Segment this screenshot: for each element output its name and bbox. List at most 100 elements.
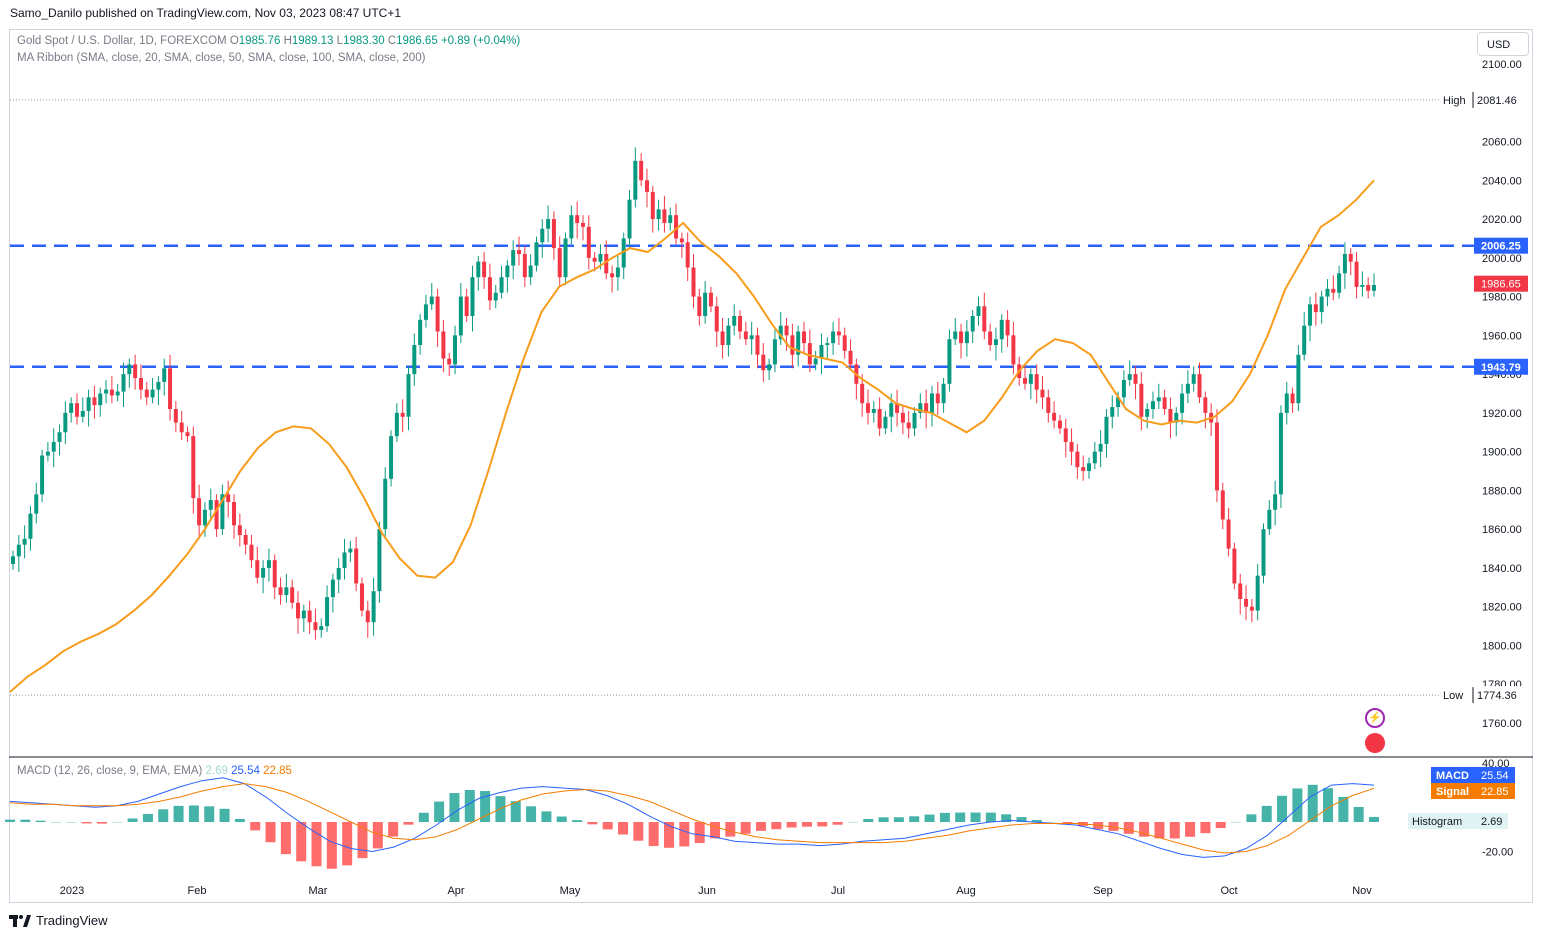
- candle-body: [435, 296, 440, 332]
- candle-body: [377, 529, 382, 592]
- macd-histogram-bar: [142, 813, 153, 822]
- candle-body: [406, 374, 411, 417]
- candle-body: [1267, 509, 1272, 530]
- candle-body: [703, 292, 708, 316]
- candle-body: [1057, 420, 1062, 429]
- candle-body: [644, 180, 649, 192]
- candle-body: [569, 215, 574, 239]
- price-axis-tick: 2040.00: [1482, 175, 1522, 187]
- open-value: 1985.76: [238, 35, 281, 47]
- macd-histogram-bar: [1062, 822, 1073, 824]
- symbol-title: Gold Spot / U.S. Dollar, 1D, FOREXCOM: [17, 35, 227, 47]
- level-price-label: 1943.79: [1481, 362, 1521, 374]
- high-tag-label: High: [1443, 95, 1466, 107]
- candle-body: [1273, 494, 1278, 510]
- candle-body: [447, 358, 452, 365]
- price-axis-tick: 1880.00: [1482, 485, 1522, 497]
- candle-body: [947, 339, 952, 384]
- candle-body: [860, 383, 865, 404]
- candle-body: [563, 238, 568, 278]
- tradingview-logo[interactable]: TradingView: [9, 913, 108, 928]
- candle-body: [918, 403, 923, 413]
- candle-body: [970, 315, 975, 332]
- low-tag-value: 1774.36: [1477, 690, 1517, 702]
- time-axis-label: 2023: [60, 885, 84, 897]
- macd-histogram-bar: [924, 814, 935, 822]
- candle-body: [1098, 443, 1103, 452]
- candle-body: [895, 403, 900, 413]
- macd-histogram-bar: [96, 822, 107, 824]
- candle-body: [1110, 407, 1115, 417]
- candle-body: [1034, 374, 1039, 390]
- macd-histogram-bar: [664, 822, 675, 848]
- candle-body: [633, 160, 638, 200]
- candle-body: [57, 432, 62, 442]
- candle-body: [1069, 441, 1074, 452]
- price-axis-tick: 1960.00: [1482, 330, 1522, 342]
- macd-histogram-bar: [893, 817, 904, 822]
- macd-histogram-bar: [526, 806, 537, 822]
- candle-body: [272, 560, 277, 588]
- candle-body: [848, 350, 853, 365]
- candle-body: [214, 500, 219, 530]
- candle-body: [295, 602, 300, 619]
- ma-ribbon-legend[interactable]: MA Ribbon (SMA, close, 20, SMA, close, 5…: [17, 52, 426, 64]
- candle-body: [1028, 374, 1033, 384]
- candle-body: [604, 253, 609, 274]
- macd-histogram-bar: [35, 820, 46, 822]
- candle-body: [877, 409, 882, 429]
- high-value: 1989.13: [291, 35, 334, 47]
- candle-body: [1121, 379, 1126, 398]
- candle-body: [546, 219, 551, 229]
- macd-histogram-bar: [173, 805, 184, 822]
- candle-body: [511, 250, 516, 266]
- macd-histogram-bar: [66, 822, 77, 823]
- candle-body: [586, 226, 591, 258]
- candle-body: [1220, 490, 1225, 520]
- candle-body: [1162, 397, 1167, 410]
- signal-tag-value: 22.85: [1481, 786, 1509, 798]
- macd-histogram-bar: [1277, 795, 1288, 822]
- macd-histogram-bar: [50, 822, 61, 823]
- macd-legend-title: MACD (12, 26, close, 9, EMA, EMA): [17, 765, 203, 777]
- currency-button[interactable]: USD: [1477, 32, 1529, 56]
- candle-body: [11, 556, 15, 565]
- time-axis-label: Sep: [1093, 885, 1113, 897]
- candle-body: [627, 199, 632, 239]
- candle-body: [871, 409, 876, 413]
- candle-body: [301, 610, 306, 619]
- moving-average-line: [9, 179, 1375, 693]
- candle-body: [708, 292, 713, 307]
- macd-histogram-bar: [970, 812, 981, 822]
- candle-body: [1337, 273, 1342, 293]
- candle-body: [557, 248, 562, 278]
- candle-body: [226, 494, 231, 503]
- candle-body: [662, 209, 667, 223]
- macd-histogram-bar: [357, 822, 368, 859]
- symbol-legend[interactable]: Gold Spot / U.S. Dollar, 1D, FOREXCOM O1…: [17, 35, 520, 47]
- candle-body: [423, 304, 428, 320]
- macd-histogram-bar: [1215, 822, 1226, 829]
- lightning-event-icon[interactable]: ⚡: [1365, 708, 1385, 728]
- histogram-tag-bg: [1408, 813, 1508, 829]
- price-axis-tick: 1980.00: [1482, 292, 1522, 304]
- us-flag-event-icon[interactable]: [1365, 733, 1385, 753]
- candle-body: [1168, 409, 1173, 423]
- candle-body: [383, 478, 388, 530]
- macd-histogram-bar: [587, 822, 598, 825]
- macd-histogram-bar: [1016, 817, 1027, 822]
- candle-body: [1081, 467, 1086, 472]
- candle-body: [592, 257, 597, 262]
- time-axis-label: Jul: [831, 885, 845, 897]
- candle-body: [1052, 412, 1057, 421]
- macd-legend[interactable]: MACD (12, 26, close, 9, EMA, EMA) 2.69 2…: [17, 765, 292, 777]
- macd-histogram-bar: [602, 822, 613, 830]
- candle-body: [1331, 288, 1336, 293]
- macd-histogram-bar: [1323, 788, 1334, 822]
- candle-body: [959, 331, 964, 344]
- macd-histogram-bar: [342, 822, 353, 866]
- candle-body: [1302, 325, 1307, 355]
- candle-body: [1348, 253, 1353, 262]
- candle-body: [429, 296, 434, 305]
